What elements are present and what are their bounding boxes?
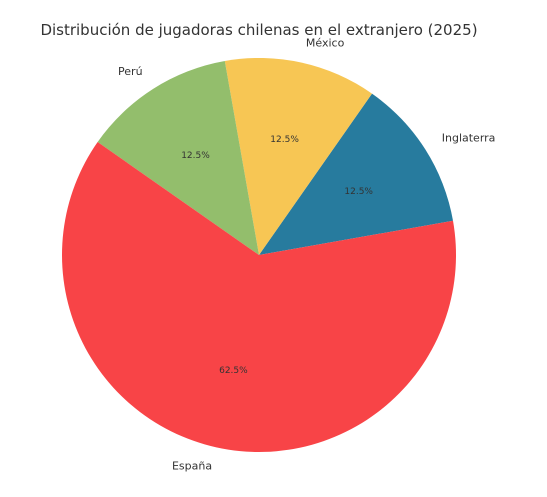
- slice-label-mexico: México: [306, 36, 345, 49]
- pct-label-mexico: 12.5%: [270, 135, 299, 145]
- pct-label-peru: 12.5%: [181, 151, 210, 161]
- pct-label-espana: 62.5%: [219, 366, 248, 376]
- pct-label-inglaterra: 12.5%: [344, 187, 373, 197]
- pie-slice-mexico: [224, 57, 372, 256]
- slice-label-espana: España: [172, 460, 212, 473]
- pie-slice-espana: [62, 142, 457, 453]
- slice-label-peru: Perú: [118, 65, 143, 78]
- slice-label-inglaterra: Inglaterra: [442, 132, 496, 145]
- pie-slice-peru: [97, 60, 259, 255]
- pie-slice-inglaterra: [259, 93, 454, 255]
- pie-slices: [62, 57, 457, 453]
- pie-labels: Inglaterra 12.5% México 12.5% Perú 12.5% Españ…: [118, 36, 495, 472]
- chart-title: Distribución de jugadoras chilenas en el…: [40, 21, 477, 39]
